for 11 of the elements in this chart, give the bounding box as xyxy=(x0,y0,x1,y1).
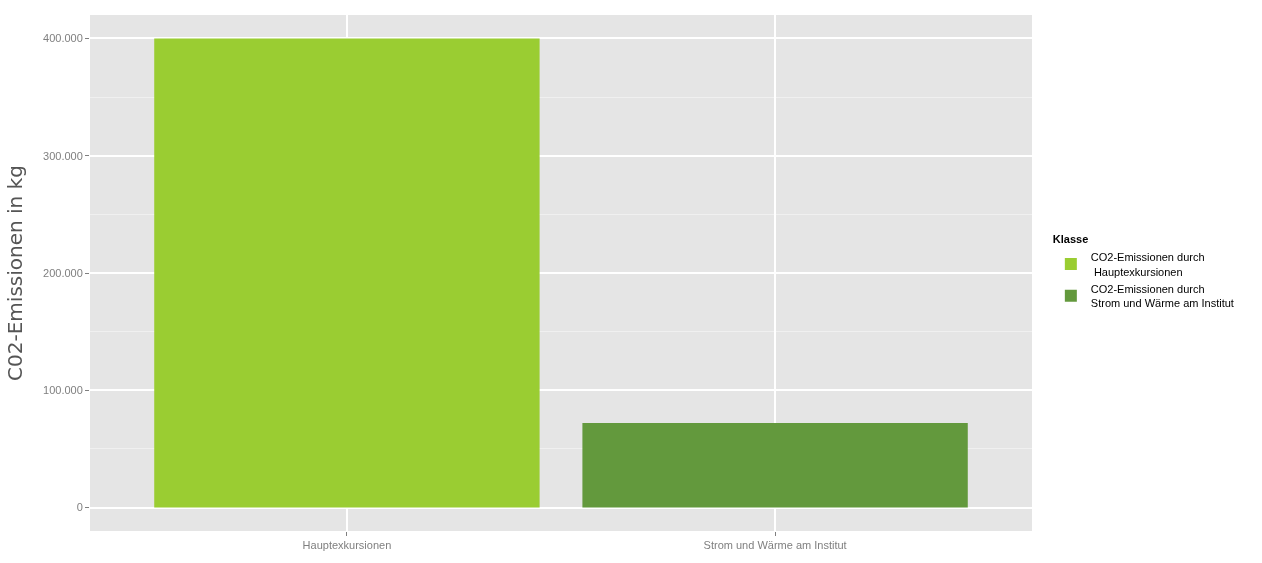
legend-label: CO2-Emissionen durch Strom und Wärme am Institut xyxy=(1090,282,1234,310)
legend-label: CO2-Emissionen durch Hauptexkursionen xyxy=(1090,251,1205,278)
y-tick-label: 200.000 xyxy=(43,266,83,279)
legend-title: Klasse xyxy=(1052,233,1089,246)
x-tick-label: Strom und Wärme am Institut xyxy=(703,539,847,552)
y-axis-title: C02-Emissionen in kg xyxy=(2,165,27,381)
x-tick-label: Hauptexkursionen xyxy=(302,539,392,552)
y-tick-label: 100.000 xyxy=(43,384,83,397)
y-tick-label: 300.000 xyxy=(43,149,83,162)
y-tick-label: 0 xyxy=(76,501,83,514)
y-tick-label: 400.000 xyxy=(43,32,83,45)
